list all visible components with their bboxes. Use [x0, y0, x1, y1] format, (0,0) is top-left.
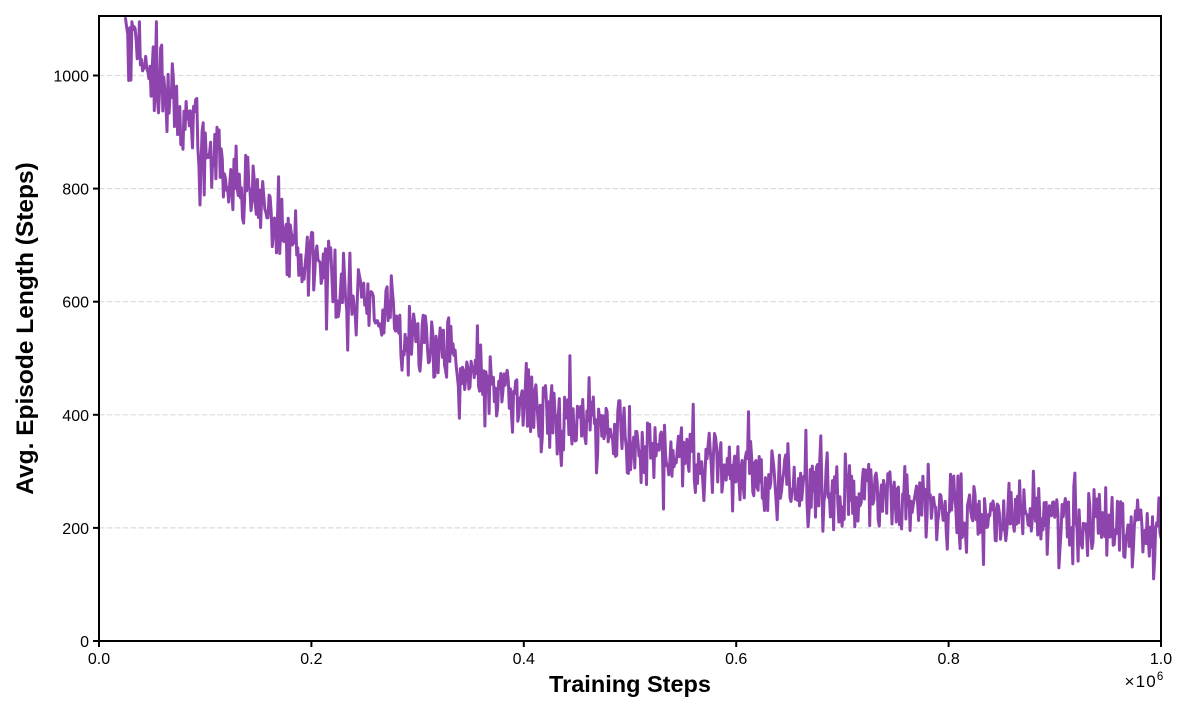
svg-text:0.4: 0.4 — [513, 651, 535, 668]
svg-text:0.0: 0.0 — [88, 651, 110, 668]
svg-text:Training Steps: Training Steps — [549, 671, 711, 697]
svg-text:600: 600 — [62, 295, 89, 312]
svg-text:1000: 1000 — [53, 69, 89, 86]
svg-text:1.0: 1.0 — [1150, 651, 1172, 668]
svg-text:0.2: 0.2 — [300, 651, 322, 668]
svg-text:800: 800 — [62, 182, 89, 199]
svg-text:400: 400 — [62, 408, 89, 425]
svg-text:200: 200 — [62, 521, 89, 538]
svg-text:×106: ×106 — [1124, 671, 1164, 691]
svg-text:0.6: 0.6 — [725, 651, 747, 668]
svg-text:0: 0 — [80, 634, 89, 651]
svg-text:0.8: 0.8 — [937, 651, 959, 668]
svg-text:Avg. Episode Length (Steps): Avg. Episode Length (Steps) — [12, 162, 39, 495]
